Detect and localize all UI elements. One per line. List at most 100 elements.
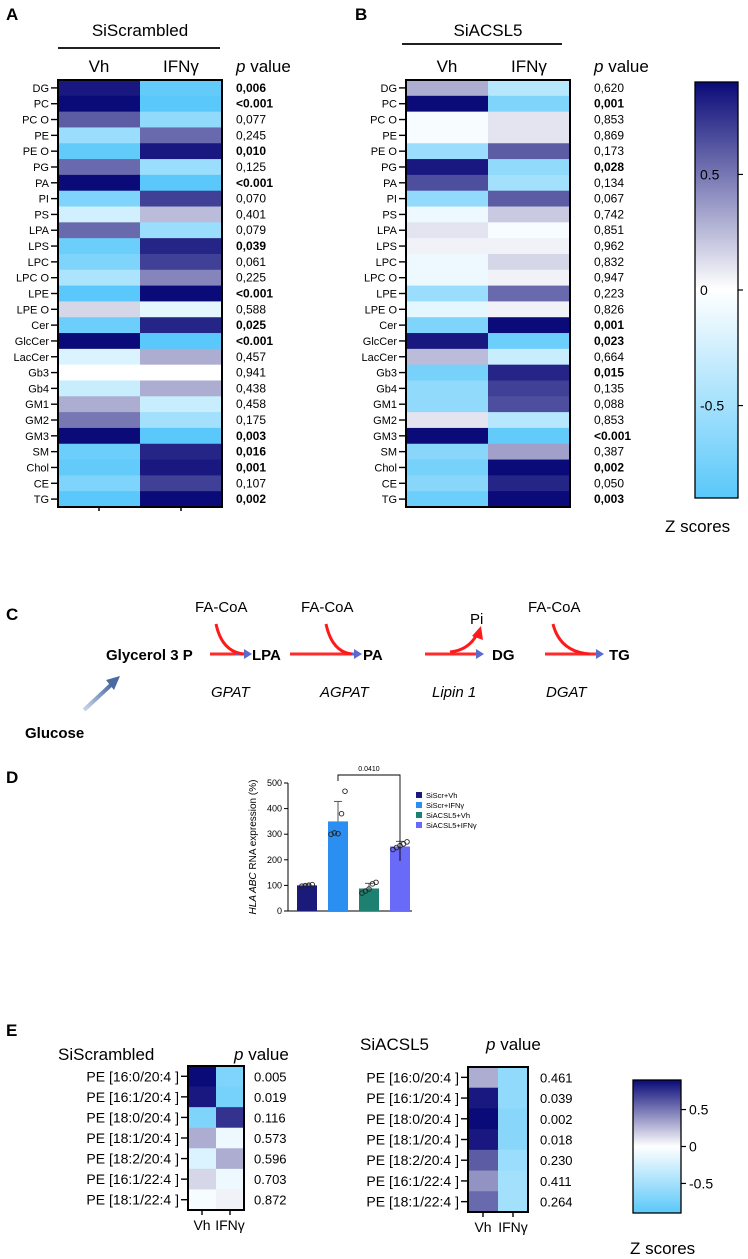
row-label: LPE O [17, 304, 50, 316]
heatmap-cell [58, 159, 141, 176]
heatmap-cell [58, 238, 141, 255]
pvalue-header-italic: p [593, 57, 603, 76]
row-label: PI [387, 194, 397, 206]
heatmap-cell [58, 174, 141, 192]
row-label: GM3 [25, 431, 49, 443]
row-label: PS [382, 209, 397, 221]
pvalue-text: 0,015 [594, 366, 624, 380]
heatmap-cell [488, 348, 571, 366]
heatmap-cell [140, 285, 223, 302]
pvalue-text: 0,742 [594, 207, 624, 221]
column-label: Vh [437, 57, 458, 76]
heatmap-cell [406, 459, 489, 476]
row-label: GM1 [25, 399, 49, 411]
colorbar-tick-label: 0.5 [689, 1102, 709, 1118]
row-label: PI [39, 194, 49, 206]
node-dg: DG [492, 647, 515, 664]
heatmap-cell [140, 333, 223, 350]
heatmap-cell [488, 159, 571, 176]
heatmap-cell [58, 222, 141, 239]
heatmap-cell [140, 475, 223, 492]
bar [359, 888, 379, 911]
heatmap-cell [488, 475, 571, 492]
row-label: PC [34, 99, 49, 111]
row-label: PE [18:0/20:4 ] [86, 1109, 179, 1125]
heatmap-cell [488, 238, 571, 255]
pvalue-text: 0,620 [594, 81, 624, 95]
pvalue-text: 0,223 [594, 287, 624, 301]
pvalue-text: 0.116 [254, 1110, 286, 1125]
row-label: PE [18:1/22:4 ] [86, 1192, 179, 1208]
heatmap-cell [216, 1066, 245, 1088]
panel-label-d: D [6, 768, 18, 787]
pvalue-header: p value [235, 57, 291, 76]
heatmap-cell [140, 190, 223, 208]
pvalue-text: 0,853 [594, 413, 624, 427]
pvalue-text: 0,962 [594, 239, 624, 253]
pvalue-text: 0,067 [594, 192, 624, 206]
row-label: LPS [28, 241, 49, 253]
pvalue-text: 0.039 [540, 1091, 573, 1106]
heatmap-cell [58, 427, 141, 445]
pvalue-text: <0.001 [236, 97, 273, 111]
heatmap-cell [468, 1129, 499, 1151]
heatmap-cell [406, 475, 489, 492]
pvalue-text: 0,079 [236, 223, 266, 237]
data-point [335, 830, 341, 837]
y-tick-label: 400 [267, 804, 282, 814]
row-label: DG [381, 83, 398, 95]
heatmap-cell [488, 443, 571, 461]
legend-label: SiScr+Vh [426, 791, 457, 800]
colorbar-label: Z scores [630, 1239, 695, 1258]
enzyme-lipin1: Lipin 1 [432, 684, 476, 701]
row-label: PE [18:1/22:4 ] [366, 1194, 459, 1210]
pvalue-text: 0,070 [236, 192, 266, 206]
row-label: PE [16:1/20:4 ] [86, 1089, 179, 1105]
heatmap-border [187, 1065, 245, 1211]
heatmap-cell [488, 143, 571, 160]
pvalue-text: 0,050 [594, 476, 624, 490]
pvalue-text: 0,832 [594, 255, 624, 269]
data-point [299, 883, 305, 889]
heatmap-cell [216, 1148, 245, 1170]
heatmap-title: SiScrambled [92, 21, 188, 40]
row-label: GlcCer [15, 336, 50, 348]
pvalue-header: p value [485, 1035, 541, 1054]
heatmap-cell [488, 396, 571, 413]
enzyme-gpat: GPAT [211, 684, 251, 701]
reaction-arrow-gpat [210, 623, 252, 659]
data-point [331, 830, 338, 836]
pvalue-text: 0,135 [594, 381, 624, 395]
heatmap-cell [188, 1127, 217, 1149]
heatmap-cell [140, 459, 223, 476]
row-label: LPS [376, 241, 397, 253]
heatmap-cell [140, 253, 223, 271]
bar [297, 885, 317, 911]
pvalue-text: 0,001 [236, 460, 266, 474]
heatmap-a: SiScrambled Vh IFNγ p value DG 0,006 PC <0.001 P… [14, 21, 291, 511]
heatmap-cell [58, 206, 141, 223]
data-point [366, 886, 372, 892]
heatmap-cell [58, 396, 141, 413]
heatmap-cell [488, 95, 571, 113]
enzyme-dgat: DGAT [546, 684, 588, 701]
pvalue-text: 0,869 [594, 128, 624, 142]
heatmap-cell [406, 269, 489, 287]
legend-swatch [416, 812, 422, 818]
heatmap-cell [140, 301, 223, 318]
y-axis-label: HLA ABC RNA expression (%) [248, 780, 259, 915]
row-label: PE O [371, 146, 398, 158]
y-tick-label: 500 [267, 778, 282, 788]
heatmap-cell [488, 253, 571, 271]
row-label: Cer [31, 320, 49, 332]
byproduct-pi: Pi [470, 611, 483, 628]
heatmap-cell [58, 253, 141, 271]
row-label: PE [18:1/20:4 ] [86, 1130, 179, 1146]
data-point [302, 882, 309, 889]
legend-swatch [416, 792, 422, 798]
pvalue-header-italic: p [233, 1045, 243, 1064]
heatmap-cell [216, 1107, 245, 1129]
heatmap-title: SiScrambled [58, 1045, 154, 1064]
row-label: CE [382, 478, 397, 490]
data-point [342, 788, 348, 794]
